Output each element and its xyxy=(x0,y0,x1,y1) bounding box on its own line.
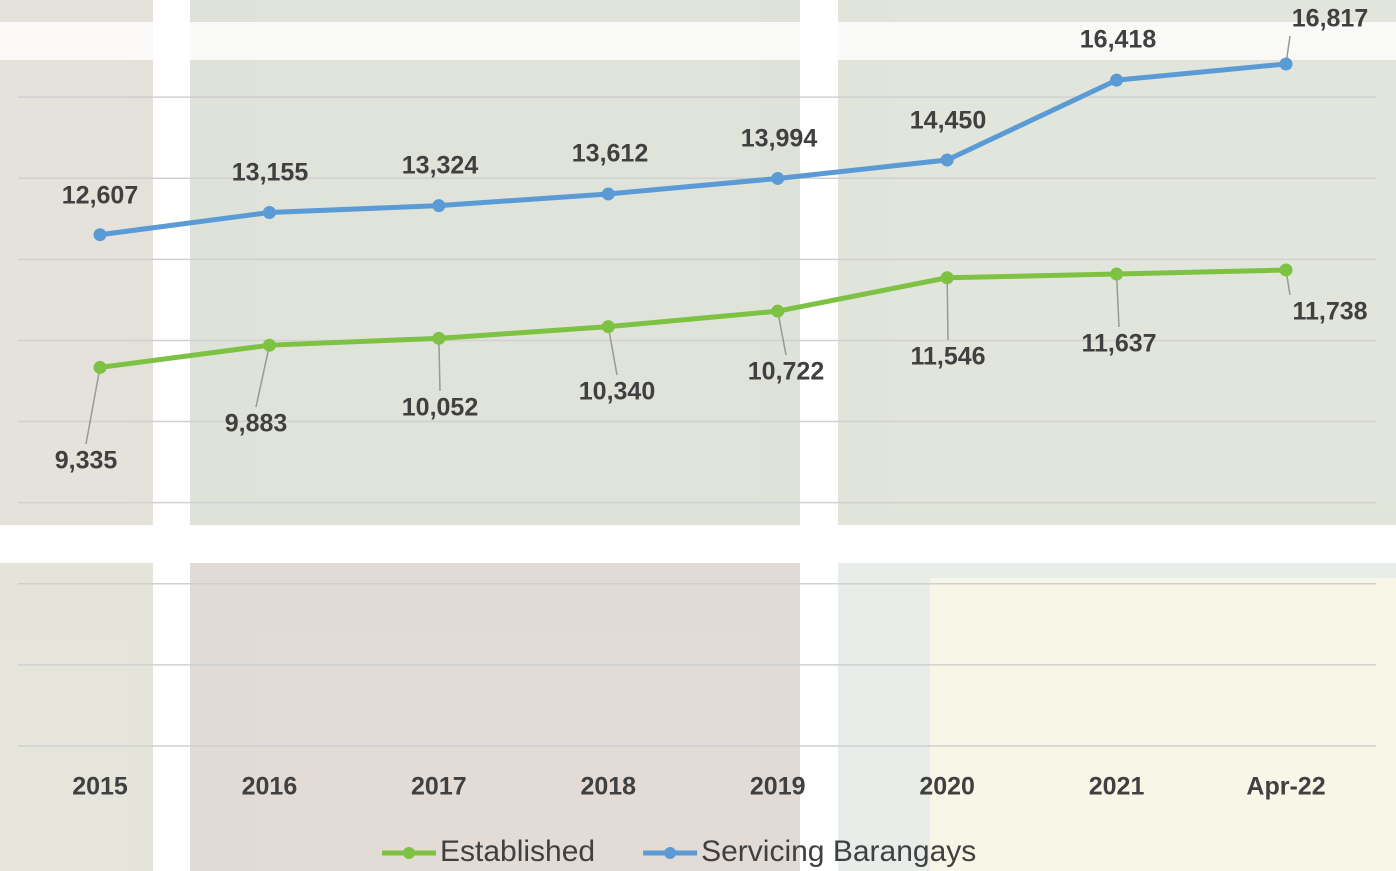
value-label: 10,052 xyxy=(402,394,478,422)
x-tick-label: 2020 xyxy=(919,773,975,801)
x-tick-label: 2016 xyxy=(242,773,298,801)
marker xyxy=(771,305,784,318)
value-label: 11,637 xyxy=(1081,330,1156,358)
marker xyxy=(1280,263,1293,276)
value-label: 11,546 xyxy=(910,343,985,371)
marker xyxy=(1110,74,1123,87)
value-label: 12,607 xyxy=(62,182,138,210)
marker xyxy=(602,187,615,200)
value-label: 9,335 xyxy=(55,447,118,475)
marker xyxy=(263,339,276,352)
leader-line xyxy=(947,278,948,340)
value-label: 9,883 xyxy=(225,410,288,438)
marker xyxy=(1280,57,1293,70)
marker xyxy=(94,228,107,241)
legend-marker xyxy=(403,847,415,859)
value-label: 13,324 xyxy=(402,152,479,180)
value-label: 11,738 xyxy=(1292,298,1367,326)
band xyxy=(0,22,1396,60)
marker xyxy=(94,361,107,374)
marker xyxy=(432,199,445,212)
x-tick-label: 2018 xyxy=(580,773,636,801)
background-photo xyxy=(0,0,1396,871)
marker xyxy=(941,153,954,166)
page: {"chart_data": {"type": "line", "categor… xyxy=(0,0,1396,871)
x-tick-label: 2017 xyxy=(411,773,467,801)
chart: 2015 2016 2017 2018 2019 2020 2021 Apr-22 9,335 9… xyxy=(0,0,1396,871)
value-label: 10,722 xyxy=(748,358,824,386)
marker xyxy=(263,206,276,219)
x-tick-label: 2021 xyxy=(1089,773,1145,801)
legend-marker xyxy=(664,847,676,859)
value-label: 14,450 xyxy=(910,107,986,135)
marker xyxy=(1110,268,1123,281)
value-label: 16,418 xyxy=(1080,26,1157,54)
marker xyxy=(771,172,784,185)
value-label: 13,612 xyxy=(572,140,648,168)
x-tick-label: Apr-22 xyxy=(1246,773,1325,801)
value-label: 16,817 xyxy=(1292,5,1368,33)
marker xyxy=(432,332,445,345)
x-tick-label: 2015 xyxy=(72,773,128,801)
value-label: 13,155 xyxy=(232,159,309,187)
legend-label: Established xyxy=(440,835,595,868)
x-tick-label: 2019 xyxy=(750,773,806,801)
legend-label: Servicing Barangays xyxy=(701,835,976,868)
marker xyxy=(602,320,615,333)
value-label: 13,994 xyxy=(741,125,818,153)
marker xyxy=(941,271,954,284)
value-label: 10,340 xyxy=(579,378,655,406)
